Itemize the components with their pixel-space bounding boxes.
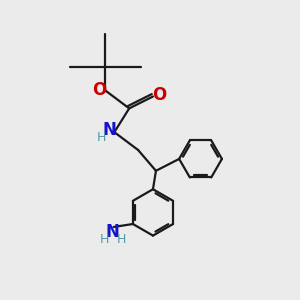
Text: H: H [99, 233, 109, 246]
Text: H: H [117, 233, 127, 246]
Text: N: N [102, 121, 116, 139]
Text: O: O [92, 81, 106, 99]
Text: N: N [105, 223, 119, 241]
Text: H: H [97, 131, 106, 144]
Text: O: O [152, 86, 167, 104]
